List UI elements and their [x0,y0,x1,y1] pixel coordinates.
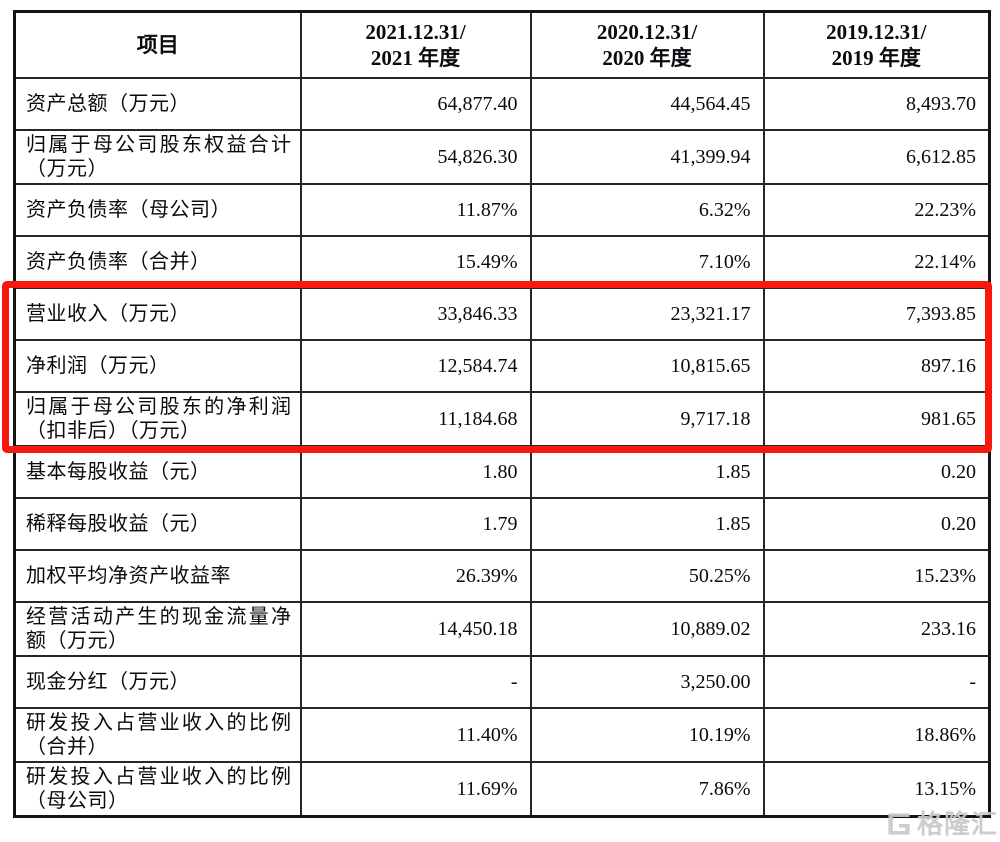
header-line1: 2020.12.31/ [596,20,698,44]
header-item-column: 项目 [13,10,302,79]
value-2021: 33,846.33 [299,287,532,341]
header-line2: 2019 年度 [831,46,921,70]
value-2019: 0.20 [762,445,991,499]
value-2020: 9,717.18 [529,391,765,447]
table-row: 研发投入占营业收入的比例（合并） 11.40% 10.19% 18.86% [13,707,991,763]
row-label: 归属于母公司股东的净利润（扣非后）（万元） [13,391,302,447]
value-2021: 54,826.30 [299,129,532,185]
table-row: 归属于母公司股东权益合计（万元） 54,826.30 41,399.94 6,6… [13,129,991,185]
value-2019: 6,612.85 [762,129,991,185]
table-row: 资产负债率（合并） 15.49% 7.10% 22.14% [13,235,991,289]
value-2020: 7.86% [529,761,765,818]
value-2019: 13.15% [762,761,991,818]
header-2021-column: 2021.12.31/ 2021 年度 [299,10,532,79]
header-line2: 2021 年度 [370,46,461,70]
value-2019: 18.86% [762,707,991,763]
table-row: 归属于母公司股东的净利润（扣非后）（万元） 11,184.68 9,717.18… [13,391,991,447]
row-label: 基本每股收益（元） [13,445,302,499]
table-row: 研发投入占营业收入的比例（母公司） 11.69% 7.86% 13.15% [13,761,991,818]
header-line1: 2021.12.31/ [365,20,466,44]
value-2021: 1.80 [299,445,532,499]
value-2019: 7,393.85 [762,287,991,341]
value-2021: 64,877.40 [299,77,532,131]
header-row: 项目 2021.12.31/ 2021 年度 2020.12.31/ 2020 … [13,10,991,79]
table-row: 净利润（万元） 12,584.74 10,815.65 897.16 [13,339,991,393]
financial-table-container: 项目 2021.12.31/ 2021 年度 2020.12.31/ 2020 … [2,10,992,818]
row-label: 经营活动产生的现金流量净额（万元） [13,601,302,657]
value-2019: 233.16 [762,601,991,657]
value-2021: 26.39% [299,549,532,603]
table-row: 加权平均净资产收益率 26.39% 50.25% 15.23% [13,549,991,603]
table-body: 资产总额（万元） 64,877.40 44,564.45 8,493.70 归属… [13,77,991,818]
row-label: 现金分红（万元） [13,655,302,709]
row-label: 研发投入占营业收入的比例（母公司） [13,761,302,818]
row-label: 净利润（万元） [13,339,302,393]
value-2020: 44,564.45 [529,77,765,131]
row-label: 研发投入占营业收入的比例（合并） [13,707,302,763]
value-2020: 3,250.00 [529,655,765,709]
value-2020: 50.25% [529,549,765,603]
value-2019: 22.14% [762,235,991,289]
value-2020: 6.32% [529,183,765,237]
value-2020: 10.19% [529,707,765,763]
value-2020: 7.10% [529,235,765,289]
table-row: 现金分红（万元） - 3,250.00 - [13,655,991,709]
value-2020: 41,399.94 [529,129,765,185]
value-2021: - [299,655,532,709]
table-row: 稀释每股收益（元） 1.79 1.85 0.20 [13,497,991,551]
value-2021: 11.87% [299,183,532,237]
value-2021: 15.49% [299,235,532,289]
value-2019: 15.23% [762,549,991,603]
table-row: 资产总额（万元） 64,877.40 44,564.45 8,493.70 [13,77,991,131]
value-2020: 23,321.17 [529,287,765,341]
value-2021: 11.69% [299,761,532,818]
row-label: 稀释每股收益（元） [13,497,302,551]
value-2021: 1.79 [299,497,532,551]
header-line1: 2019.12.31/ [826,20,927,44]
row-label: 资产总额（万元） [13,77,302,131]
value-2020: 1.85 [529,497,765,551]
header-line1: 项目 [136,33,179,57]
row-label: 资产负债率（合并） [13,235,302,289]
value-2020: 10,815.65 [529,339,765,393]
row-label: 加权平均净资产收益率 [13,549,302,603]
value-2021: 14,450.18 [299,601,532,657]
value-2019: 981.65 [762,391,991,447]
value-2019: - [762,655,991,709]
value-2021: 11.40% [299,707,532,763]
table-row: 基本每股收益（元） 1.80 1.85 0.20 [13,445,991,499]
value-2019: 22.23% [762,183,991,237]
value-2021: 12,584.74 [299,339,532,393]
table-row: 经营活动产生的现金流量净额（万元） 14,450.18 10,889.02 23… [13,601,991,657]
value-2020: 10,889.02 [529,601,765,657]
value-2020: 1.85 [529,445,765,499]
gelonghui-g-icon [884,809,914,839]
row-label: 资产负债率（母公司） [13,183,302,237]
table-header: 项目 2021.12.31/ 2021 年度 2020.12.31/ 2020 … [13,10,991,79]
gelonghui-watermark: 格隆汇 [882,807,1000,842]
financial-table: 项目 2021.12.31/ 2021 年度 2020.12.31/ 2020 … [13,10,991,818]
value-2019: 897.16 [762,339,991,393]
value-2021: 11,184.68 [299,391,532,447]
header-line2: 2020 年度 [602,46,692,70]
row-label: 营业收入（万元） [13,287,302,341]
table-row: 营业收入（万元） 33,846.33 23,321.17 7,393.85 [13,287,991,341]
value-2019: 0.20 [762,497,991,551]
table-row: 资产负债率（母公司） 11.87% 6.32% 22.23% [13,183,991,237]
watermark-text: 格隆汇 [916,809,998,839]
value-2019: 8,493.70 [762,77,991,131]
row-label: 归属于母公司股东权益合计（万元） [13,129,302,185]
header-2020-column: 2020.12.31/ 2020 年度 [529,10,765,79]
header-2019-column: 2019.12.31/ 2019 年度 [762,10,991,79]
